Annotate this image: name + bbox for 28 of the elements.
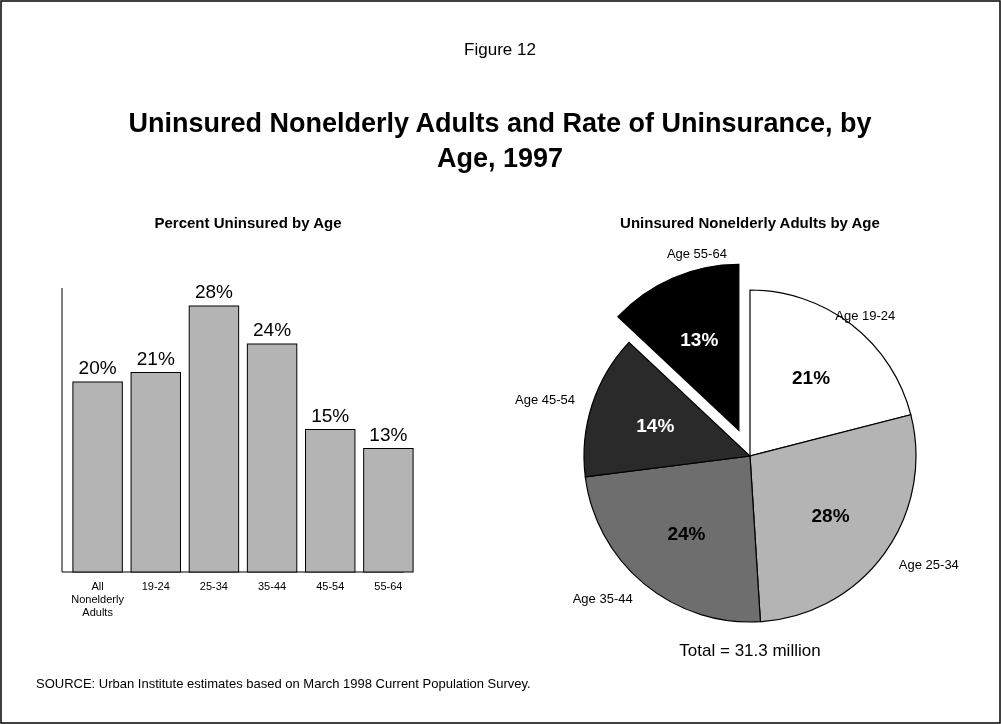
slice-label: Age 55-64	[666, 246, 727, 262]
data-label: 28%	[194, 281, 234, 302]
data-label: 28%	[811, 504, 850, 526]
data-label: 14%	[636, 415, 675, 437]
x-tick-label: 45-54	[316, 580, 345, 592]
data-label: 24%	[253, 319, 292, 340]
source-note: SOURCE: Urban Institute estimates based on March 1998 Current Population Survey.	[36, 676, 531, 691]
x-tick-label: 35-44	[258, 580, 287, 592]
x-tick-label: All Nonelderly Adults	[71, 580, 125, 618]
x-tick-label: 19-24	[141, 580, 170, 592]
data-label: 20%	[78, 357, 117, 378]
text: Total = 31.3 million	[679, 641, 821, 660]
x-tick-label: 25-34	[199, 580, 228, 592]
data-label: 15%	[311, 404, 350, 426]
data-label: 24%	[667, 522, 706, 544]
chart-subtitle: Percent Uninsured by Age	[154, 214, 342, 231]
data-label: 13%	[680, 328, 719, 350]
data-label: 21%	[136, 347, 175, 369]
caption: Figure 12	[464, 40, 536, 59]
slice-label: Age 45-54	[515, 392, 576, 408]
data-label: 13%	[369, 423, 408, 445]
data-label: 21%	[792, 367, 831, 389]
chart-title: Uninsured Nonelderly Adults by Age	[620, 214, 880, 231]
x-tick-label: 55-64	[374, 580, 403, 592]
slice-label: Age 25-34	[898, 557, 959, 573]
text: Uninsured Nonelderly Adults and Rate of Uninsurance, by Age, 1997	[128, 108, 872, 173]
slice-label: Age 19-24	[835, 308, 896, 323]
slice-label: Age 35-44	[572, 590, 633, 606]
